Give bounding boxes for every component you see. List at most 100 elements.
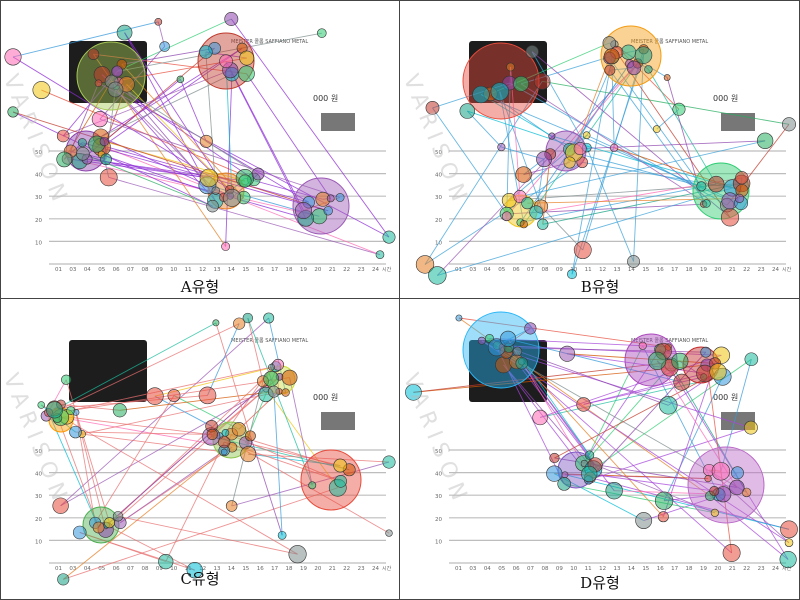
- saccade-line: [489, 337, 669, 348]
- fixation-point: [559, 345, 576, 362]
- x-tick-label: 13: [614, 267, 621, 273]
- fixation-point: [221, 428, 230, 437]
- fixation-point: [112, 403, 127, 418]
- fixation-point: [206, 199, 219, 213]
- fixation-point: [735, 171, 749, 185]
- fixation-point: [385, 529, 393, 537]
- fixation-point: [563, 156, 576, 169]
- x-tick-label: 18: [286, 566, 293, 572]
- saccade-line: [663, 376, 724, 501]
- saccade-line: [98, 82, 390, 238]
- y-tick-label: 40: [435, 472, 442, 478]
- fixation-cluster: [687, 446, 765, 524]
- saccade-line: [93, 53, 247, 75]
- x-tick-label: 20: [314, 267, 321, 273]
- x-tick-label: 06: [513, 267, 520, 273]
- saccade-line: [554, 371, 719, 459]
- fixation-point: [515, 356, 529, 370]
- saccade-line: [75, 431, 213, 435]
- x-tick-label: 16: [657, 267, 664, 273]
- fixation-point: [634, 46, 653, 64]
- saccade-line: [81, 394, 266, 435]
- y-tick-label: 10: [35, 240, 42, 246]
- saccade-line: [273, 391, 283, 536]
- x-tick-label: 23: [358, 566, 365, 572]
- fixation-point: [52, 497, 69, 514]
- saccade-line: [63, 69, 231, 137]
- fixation-point: [281, 388, 290, 397]
- x-tick-label: 11: [585, 566, 592, 572]
- fixation-point: [223, 188, 241, 207]
- product-price: 000 원: [313, 393, 338, 402]
- x-tick-label: 06: [513, 566, 520, 572]
- fixation-point: [263, 370, 280, 387]
- fixation-point: [561, 471, 569, 479]
- x-axis-unit: 시간: [782, 565, 792, 572]
- saccade-line: [648, 69, 717, 185]
- saccade-line: [588, 351, 707, 481]
- x-tick-label: 12: [599, 267, 606, 273]
- fixation-point: [529, 205, 544, 220]
- x-tick-label: 16: [657, 566, 664, 572]
- x-tick-label: 18: [686, 566, 693, 572]
- fixation-point: [333, 458, 348, 473]
- saccade-line: [506, 67, 635, 217]
- x-tick-label: 21: [729, 566, 736, 572]
- fixation-point: [644, 65, 653, 74]
- saccade-line: [99, 118, 341, 198]
- x-tick-label: 11: [585, 267, 592, 273]
- caption-c: C유형: [180, 570, 220, 588]
- fixation-point: [242, 312, 253, 324]
- fixation-point: [211, 186, 220, 195]
- saccade-line: [517, 351, 590, 456]
- y-tick-label: 30: [435, 195, 442, 201]
- x-tick-label: 08: [141, 267, 148, 273]
- fixation-point: [711, 462, 731, 481]
- fixation-point: [548, 132, 556, 140]
- x-tick-label: 15: [242, 566, 249, 572]
- product-title: MEISTER 콜롬 SAFFIANO METAL: [631, 338, 708, 344]
- fixation-point: [708, 175, 725, 193]
- product-price: 000 원: [313, 94, 338, 103]
- fixation-point: [605, 482, 623, 500]
- panel-d: MEISTER 콜롬 SAFFIANO METAL 000 원 10 20 30 40 50…: [401, 300, 799, 597]
- fixation-point: [495, 356, 512, 374]
- fixation-point: [567, 269, 577, 280]
- x-tick-label: 08: [541, 566, 548, 572]
- panel-a: MEISTER 콜롬 SAFFIANO METAL 000 원 10 20 30 40 50…: [1, 1, 399, 298]
- x-tick-label: 10: [570, 566, 577, 572]
- fixation-point: [549, 452, 560, 464]
- product-button: [321, 412, 355, 430]
- saccade-line: [614, 490, 724, 495]
- fixation-point: [57, 573, 70, 586]
- fixation-point: [268, 363, 275, 371]
- fixation-point: [239, 50, 255, 66]
- fixation-point: [251, 167, 265, 181]
- fixation-point: [277, 530, 287, 540]
- x-tick-label: 05: [98, 267, 105, 273]
- saccade-line: [115, 89, 217, 191]
- x-tick-label: 20: [714, 566, 721, 572]
- x-tick-label: 22: [343, 566, 350, 572]
- x-tick-label: 01: [455, 267, 462, 273]
- fixation-point: [56, 151, 73, 168]
- saccade-line: [81, 433, 225, 453]
- x-tick-label: 15: [642, 566, 649, 572]
- fixation-point: [638, 341, 647, 350]
- x-tick-label: 14: [228, 566, 235, 572]
- saccade-line: [437, 187, 733, 276]
- fixation-point: [112, 511, 124, 522]
- saccade-line: [669, 367, 789, 560]
- x-tick-label: 21: [329, 267, 336, 273]
- saccade-line: [247, 317, 264, 382]
- fixation-point: [730, 466, 744, 480]
- x-tick-label: 14: [628, 566, 635, 572]
- fixation-point: [702, 199, 711, 208]
- fixation-point: [94, 79, 103, 88]
- x-tick-label: 18: [286, 267, 293, 273]
- x-tick-label: 19: [700, 566, 707, 572]
- x-tick-label: 22: [343, 267, 350, 273]
- x-tick-label: 15: [642, 267, 649, 273]
- saccade-line: [111, 81, 259, 175]
- x-tick-label: 22: [743, 566, 750, 572]
